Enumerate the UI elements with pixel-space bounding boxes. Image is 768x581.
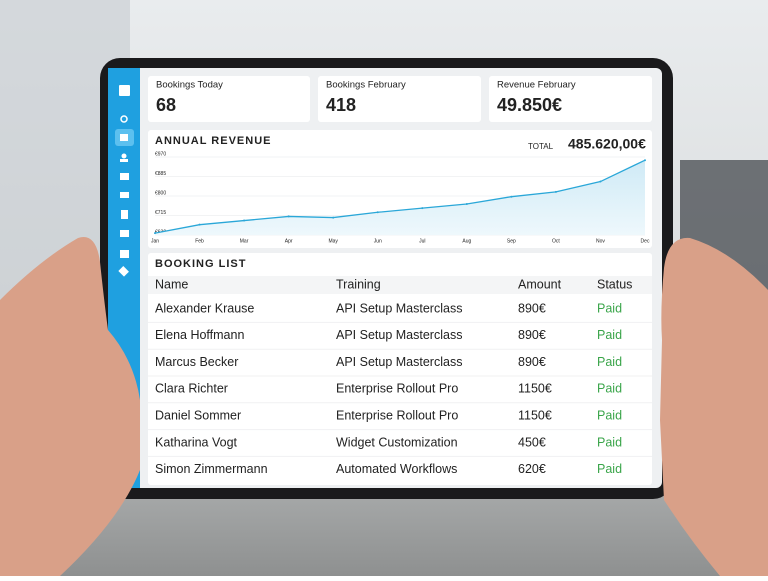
card-value: 418 <box>326 95 356 115</box>
total-value: 485.620,00€ <box>568 136 646 152</box>
chart-title: ANNUAL REVENUE <box>155 135 271 147</box>
line <box>154 159 646 234</box>
x-tick-label: Apr <box>285 238 293 244</box>
x-tick-label: Jan <box>151 238 159 244</box>
cell: Elena Hoffmann <box>155 328 244 342</box>
point <box>198 223 201 226</box>
point <box>287 215 290 218</box>
status: Paid <box>597 355 622 369</box>
column-header: Amount <box>518 277 562 291</box>
x-tick-label: Jul <box>419 238 425 244</box>
cell: 450€ <box>518 435 546 449</box>
card <box>148 76 310 122</box>
status: Paid <box>597 408 622 422</box>
cell: Widget Customization <box>336 435 458 449</box>
status: Paid <box>597 301 622 315</box>
cell: Enterprise Rollout Pro <box>336 382 458 396</box>
cell: API Setup Masterclass <box>336 328 462 342</box>
point <box>510 195 513 198</box>
line-area <box>155 160 645 235</box>
card-label: Bookings Today <box>156 80 223 91</box>
cell: 1150€ <box>518 408 552 422</box>
y-tick-label: €970 <box>155 151 166 157</box>
column-header: Training <box>336 277 381 291</box>
cell: Daniel Sommer <box>155 408 241 422</box>
x-tick-label: May <box>328 238 338 244</box>
point <box>421 207 424 210</box>
status: Paid <box>597 382 622 396</box>
cell: 1150€ <box>518 382 552 396</box>
list-title: BOOKING LIST <box>155 258 246 270</box>
card-value: 49.850€ <box>497 95 562 115</box>
x-tick-label: Nov <box>596 238 605 244</box>
status: Paid <box>597 462 622 476</box>
hands <box>0 237 768 576</box>
point <box>644 159 646 162</box>
y-tick-label: €715 <box>155 210 166 216</box>
card-label: Revenue February <box>497 80 576 91</box>
status: Paid <box>597 435 622 449</box>
point <box>154 232 156 235</box>
card-label: Bookings February <box>326 80 406 91</box>
cell: 890€ <box>518 355 546 369</box>
cell: Simon Zimmermann <box>155 462 268 476</box>
cell: Katharina Vogt <box>155 435 238 449</box>
total-label: TOTAL <box>528 142 554 151</box>
x-tick-label: Sep <box>507 238 516 244</box>
x-tick-label: Oct <box>552 238 560 244</box>
left-hand <box>0 237 140 576</box>
cell: Clara Richter <box>155 382 228 396</box>
point <box>332 216 335 219</box>
y-tick-label: €800 <box>155 190 166 196</box>
point <box>376 211 379 214</box>
table-header <box>148 276 652 294</box>
column-header: Status <box>597 277 632 291</box>
column-header: Name <box>155 277 188 291</box>
x-tick-label: Aug <box>462 238 471 244</box>
cell: 620€ <box>518 462 546 476</box>
x-tick-label: Mar <box>240 238 249 244</box>
cell: API Setup Masterclass <box>336 301 462 315</box>
point <box>465 203 468 206</box>
x-tick-label: Feb <box>195 238 204 244</box>
cards: Bookings Today 68 Bookings February 418 … <box>148 76 652 122</box>
chart: €630€715€800€885€970JanFebMarAprMayJunJu… <box>151 151 650 244</box>
card <box>489 76 652 122</box>
card-value: 68 <box>156 95 176 115</box>
table: Name Training Amount Status Alexander Krause… <box>148 277 652 476</box>
cell: 890€ <box>518 301 546 315</box>
cell: Enterprise Rollout Pro <box>336 408 458 422</box>
booking-panel <box>148 253 652 485</box>
point <box>599 180 602 183</box>
cell: API Setup Masterclass <box>336 355 462 369</box>
cell: Marcus Becker <box>155 355 238 369</box>
right-hand <box>660 237 768 576</box>
cell: Alexander Krause <box>155 301 254 315</box>
card <box>318 76 481 122</box>
point <box>243 219 246 222</box>
status: Paid <box>597 328 622 342</box>
x-tick-label: Dec <box>641 238 650 244</box>
cell: 890€ <box>518 328 546 342</box>
y-tick-label: €885 <box>155 171 166 177</box>
x-tick-label: Jun <box>374 238 382 244</box>
point <box>554 190 557 193</box>
cell: Automated Workflows <box>336 462 457 476</box>
